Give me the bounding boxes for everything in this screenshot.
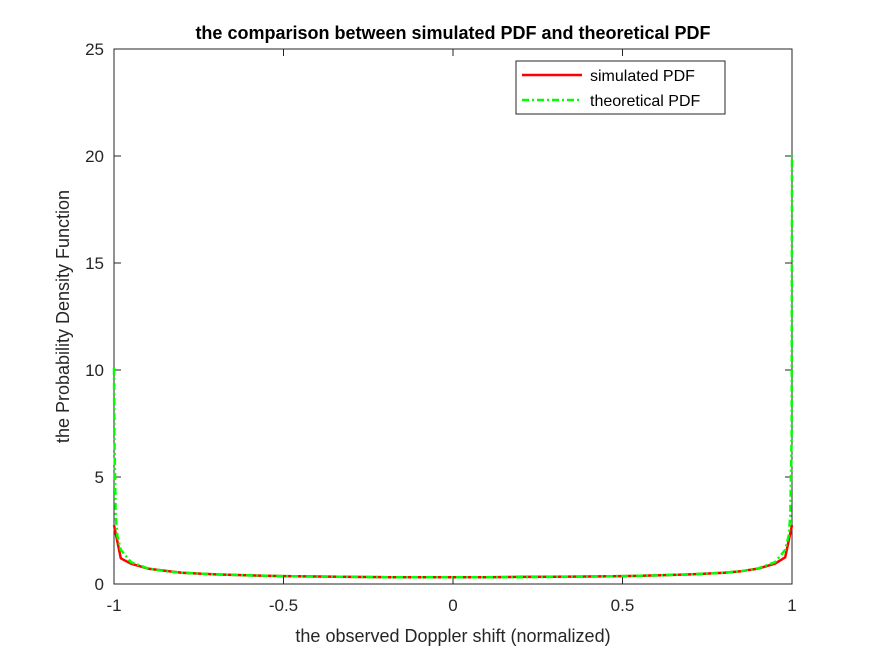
legend-label-simulated: simulated PDF <box>590 68 695 85</box>
legend: simulated PDF theoretical PDF <box>515 60 726 115</box>
y-axis-ticks: 0 5 10 15 20 25 <box>85 40 792 594</box>
x-tick-label: 0.5 <box>611 596 635 615</box>
x-tick-label: 1 <box>787 596 796 615</box>
series-layer <box>112 153 794 579</box>
legend-box <box>515 60 726 115</box>
y-tick-label: 10 <box>85 361 104 380</box>
y-axis-label: the Probability Density Function <box>53 190 73 443</box>
series-line-theoretical-pdf <box>112 153 794 579</box>
y-tick-label: 20 <box>85 147 104 166</box>
y-tick-label: 0 <box>95 575 104 594</box>
chart-title: the comparison between simulated PDF and… <box>195 23 710 43</box>
x-axis-ticks: -1 -0.5 0 0.5 1 <box>106 49 797 615</box>
x-tick-label: 0 <box>448 596 457 615</box>
x-tick-label: -0.5 <box>269 596 298 615</box>
plot-area <box>113 48 793 585</box>
y-tick-label: 25 <box>85 40 104 59</box>
y-tick-label: 5 <box>95 468 104 487</box>
y-tick-label: 15 <box>85 254 104 273</box>
legend-label-theoretical: theoretical PDF <box>590 93 700 110</box>
x-tick-label: -1 <box>106 596 121 615</box>
x-axis-label: the observed Doppler shift (normalized) <box>295 626 610 646</box>
